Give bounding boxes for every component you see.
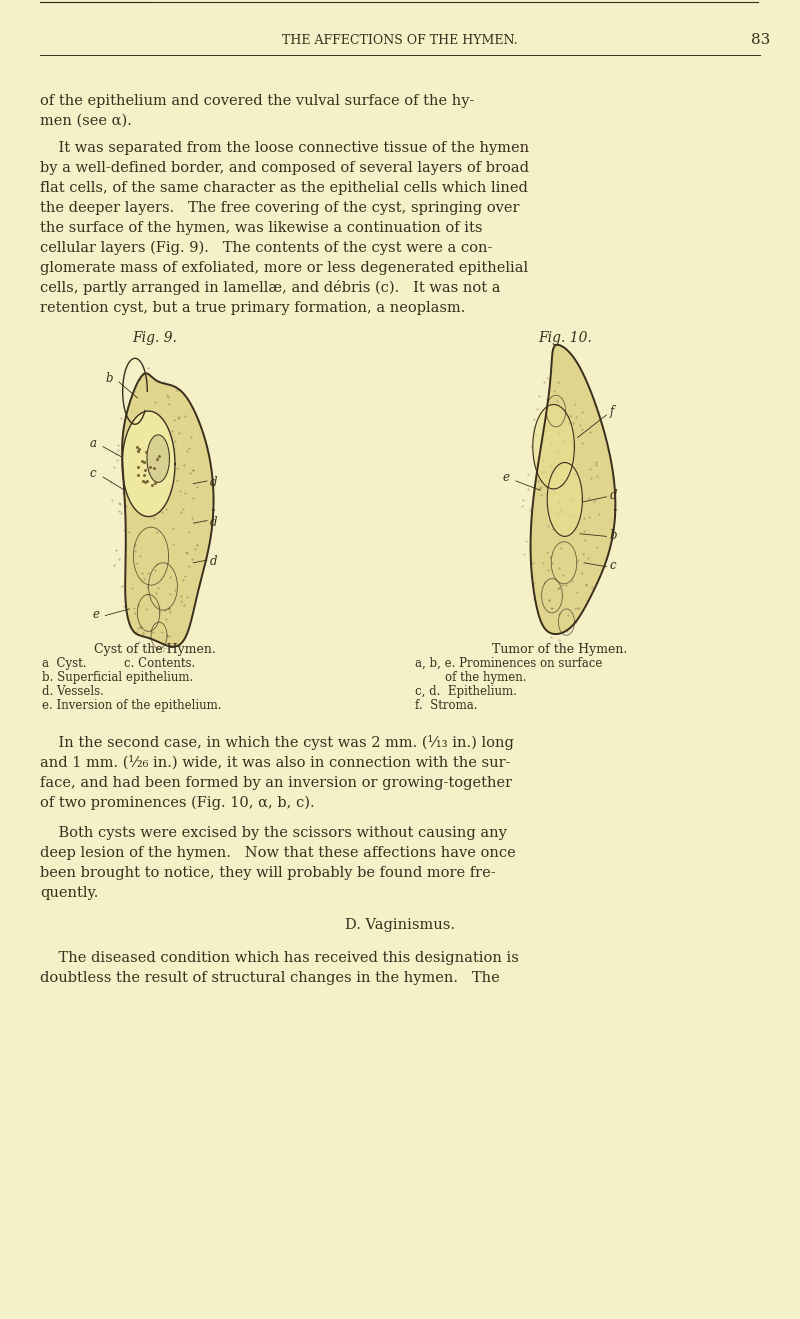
Text: by a well-defined border, and composed of several layers of broad: by a well-defined border, and composed o…: [40, 161, 529, 175]
Polygon shape: [533, 405, 574, 489]
Text: Both cysts were excised by the scissors without causing any: Both cysts were excised by the scissors …: [40, 826, 507, 840]
Text: doubtless the result of structural changes in the hymen.   The: doubtless the result of structural chang…: [40, 971, 500, 985]
Text: and 1 mm. (¹⁄₂₆ in.) wide, it was also in connection with the sur-: and 1 mm. (¹⁄₂₆ in.) wide, it was also i…: [40, 756, 510, 770]
Text: d: d: [610, 489, 617, 503]
Text: a  Cyst.          c. Contents.: a Cyst. c. Contents.: [42, 657, 195, 670]
Polygon shape: [122, 412, 175, 517]
Text: f.  Stroma.: f. Stroma.: [415, 699, 478, 712]
Text: glomerate mass of exfoliated, more or less degenerated epithelial: glomerate mass of exfoliated, more or le…: [40, 261, 528, 274]
Text: 83: 83: [750, 33, 770, 47]
Text: d: d: [210, 516, 217, 529]
Text: Fig. 10.: Fig. 10.: [538, 331, 592, 346]
Polygon shape: [547, 463, 582, 537]
Text: Fig. 9.: Fig. 9.: [133, 331, 178, 346]
Text: of the hymen.: of the hymen.: [415, 671, 526, 685]
Text: b: b: [610, 529, 617, 542]
Text: e: e: [502, 471, 510, 484]
Text: men (see α).: men (see α).: [40, 113, 132, 128]
Text: f: f: [610, 405, 614, 418]
Text: c: c: [90, 467, 96, 480]
Text: a: a: [90, 437, 97, 450]
Text: retention cyst, but a true primary formation, a neoplasm.: retention cyst, but a true primary forma…: [40, 301, 466, 315]
Text: The diseased condition which has received this designation is: The diseased condition which has receive…: [40, 951, 519, 966]
Polygon shape: [530, 344, 615, 634]
Text: been brought to notice, they will probably be found more fre-: been brought to notice, they will probab…: [40, 867, 496, 880]
Text: In the second case, in which the cyst was 2 mm. (¹⁄₁₃ in.) long: In the second case, in which the cyst wa…: [40, 735, 514, 751]
Polygon shape: [122, 373, 214, 646]
Text: d. Vessels.: d. Vessels.: [42, 685, 104, 698]
Text: Tumor of the Hymen.: Tumor of the Hymen.: [492, 642, 628, 656]
Text: b. Superficial epithelium.: b. Superficial epithelium.: [42, 671, 194, 685]
Text: the deeper layers.   The free covering of the cyst, springing over: the deeper layers. The free covering of …: [40, 200, 519, 215]
Text: It was separated from the loose connective tissue of the hymen: It was separated from the loose connecti…: [40, 141, 529, 156]
Text: face, and had been formed by an inversion or growing-together: face, and had been formed by an inversio…: [40, 776, 512, 790]
Text: cells, partly arranged in lamellæ, and débris (c).   It was not a: cells, partly arranged in lamellæ, and d…: [40, 280, 501, 295]
Text: c: c: [610, 559, 616, 572]
Text: a, b, e. Prominences on surface: a, b, e. Prominences on surface: [415, 657, 602, 670]
Text: cellular layers (Fig. 9).   The contents of the cyst were a con-: cellular layers (Fig. 9). The contents o…: [40, 240, 492, 255]
Text: of two prominences (Fig. 10, α, b, c).: of two prominences (Fig. 10, α, b, c).: [40, 795, 314, 810]
Text: flat cells, of the same character as the epithelial cells which lined: flat cells, of the same character as the…: [40, 181, 528, 195]
Text: Cyst of the Hymen.: Cyst of the Hymen.: [94, 642, 216, 656]
Text: THE AFFECTIONS OF THE HYMEN.: THE AFFECTIONS OF THE HYMEN.: [282, 33, 518, 46]
Text: c, d.  Epithelium.: c, d. Epithelium.: [415, 685, 517, 698]
Text: d: d: [210, 476, 217, 489]
Text: e: e: [93, 608, 100, 621]
Text: d: d: [210, 555, 217, 568]
Text: the surface of the hymen, was likewise a continuation of its: the surface of the hymen, was likewise a…: [40, 222, 482, 235]
Text: e. Inversion of the epithelium.: e. Inversion of the epithelium.: [42, 699, 222, 712]
Polygon shape: [147, 435, 170, 483]
Text: D. Vaginismus.: D. Vaginismus.: [345, 918, 455, 933]
Text: quently.: quently.: [40, 886, 98, 900]
Text: deep lesion of the hymen.   Now that these affections have once: deep lesion of the hymen. Now that these…: [40, 845, 516, 860]
Text: b: b: [106, 372, 113, 385]
Text: of the epithelium and covered the vulval surface of the hy-: of the epithelium and covered the vulval…: [40, 94, 474, 108]
